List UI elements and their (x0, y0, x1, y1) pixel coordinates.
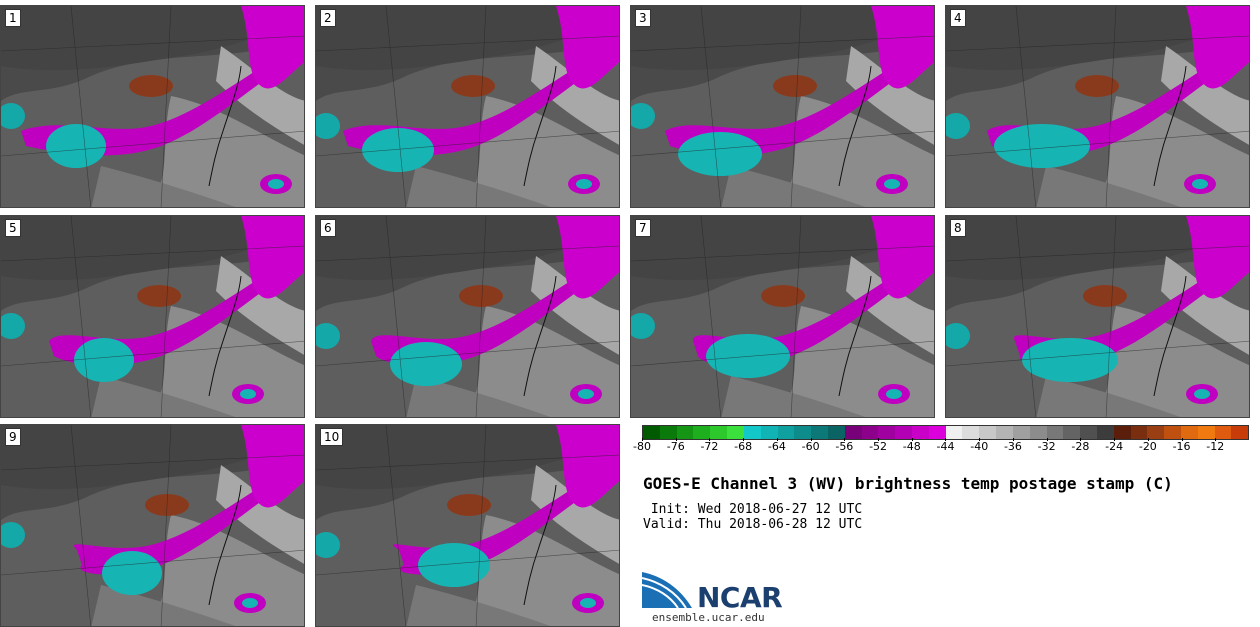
colorbar-segment (676, 426, 694, 439)
colorbar-segment (1181, 426, 1198, 439)
colorbar-segment (1214, 426, 1232, 439)
colorbar-tick-label: -72 (700, 438, 719, 453)
water-vapor-map (316, 216, 619, 417)
water-vapor-map (631, 216, 934, 417)
panel-label: 5 (5, 219, 21, 237)
colorbar-segment (979, 426, 997, 439)
colorbar-segment (727, 426, 744, 439)
panel-label: 8 (950, 219, 966, 237)
map-panel-4: 4 (945, 5, 1250, 208)
figure-title: GOES-E Channel 3 (WV) brightness temp po… (643, 474, 1173, 493)
init-time: Init: Wed 2018-06-27 12 UTC (643, 502, 863, 517)
panel-label: 6 (320, 219, 336, 237)
water-vapor-map (946, 6, 1249, 207)
colorbar-tick-label: -68 (734, 438, 753, 453)
colorbar-segment (1080, 426, 1097, 439)
panel-label: 9 (5, 428, 21, 446)
colorbar-segment (1096, 426, 1114, 439)
colorbar-segment (912, 426, 929, 439)
colorbar-tick-label: -32 (1037, 438, 1056, 453)
colorbar-tick-label: -44 (936, 438, 955, 453)
colorbar-tick-label: -52 (869, 438, 888, 453)
panel-label: 3 (635, 9, 651, 27)
colorbar-tick-label: -24 (1105, 438, 1124, 453)
map-panel-2: 2 (315, 5, 620, 208)
water-vapor-map (1, 216, 304, 417)
map-panel-8: 8 (945, 215, 1250, 418)
colorbar-segment (1130, 426, 1148, 439)
colorbar-segment (643, 426, 660, 439)
water-vapor-map (1, 6, 304, 207)
colorbar-segment (710, 426, 728, 439)
colorbar-segment (996, 426, 1013, 439)
panel-label: 7 (635, 219, 651, 237)
colorbar-segment (811, 426, 828, 439)
colorbar-segment (928, 426, 946, 439)
map-panel-9: 9 (0, 424, 305, 627)
colorbar-segment (777, 426, 795, 439)
water-vapor-map (631, 6, 934, 207)
colorbar-segment (1012, 426, 1030, 439)
panel-label: 2 (320, 9, 336, 27)
colorbar-segment (895, 426, 912, 439)
colorbar-tick-label: -20 (1138, 438, 1157, 453)
colorbar-tick-label: -60 (801, 438, 820, 453)
colorbar-segment (1231, 426, 1249, 439)
colorbar-segment (1147, 426, 1165, 439)
water-vapor-map (1, 425, 304, 626)
colorbar-segment (743, 426, 761, 439)
map-panel-6: 6 (315, 215, 620, 418)
colorbar-segment (827, 426, 845, 439)
panel-label: 1 (5, 9, 21, 27)
map-panel-3: 3 (630, 5, 935, 208)
colorbar-segment (878, 426, 896, 439)
colorbar-segment (1197, 426, 1215, 439)
colorbar-tick-label: -28 (1071, 438, 1090, 453)
colorbar-segment (1063, 426, 1081, 439)
colorbar-segment (1113, 426, 1131, 439)
colorbar-segment (861, 426, 879, 439)
valid-time: Valid: Thu 2018-06-28 12 UTC (643, 517, 863, 532)
ncar-logo-icon (642, 572, 692, 609)
water-vapor-map (316, 6, 619, 207)
colorbar (642, 425, 1249, 440)
panel-label: 4 (950, 9, 966, 27)
colorbar-ticks: -80 -76 -72 -68 -64 -60 -56 -52 -48 -44 -40 -36 -32-… (633, 438, 1249, 460)
colorbar-segment (659, 426, 677, 439)
colorbar-tick-label: -80 (633, 438, 651, 453)
ncar-logo-text: NCAR (697, 581, 783, 614)
colorbar-segment (1164, 426, 1181, 439)
colorbar-tick-label: -64 (767, 438, 786, 453)
panel-label: 10 (320, 428, 344, 446)
colorbar-tick-label: -48 (902, 438, 921, 453)
map-panel-7: 7 (630, 215, 935, 418)
water-vapor-map (946, 216, 1249, 417)
colorbar-segment (844, 426, 862, 439)
colorbar-segment (794, 426, 812, 439)
colorbar-segment (693, 426, 711, 439)
water-vapor-map (316, 425, 619, 626)
colorbar-segment (760, 426, 778, 439)
colorbar-segment (945, 426, 963, 439)
logo-url: ensemble.ucar.edu (652, 611, 765, 624)
map-panel-1: 1 (0, 5, 305, 208)
colorbar-tick-label: -12 (1206, 438, 1225, 453)
colorbar-tick-label: -36 (1003, 438, 1022, 453)
colorbar-tick-label: -40 (970, 438, 989, 453)
colorbar-tick-label: -16 (1172, 438, 1191, 453)
map-panel-10: 10 (315, 424, 620, 627)
colorbar-segment (962, 426, 980, 439)
colorbar-tick-label: -76 (666, 438, 685, 453)
colorbar-segment (1029, 426, 1047, 439)
colorbar-segment (1046, 426, 1064, 439)
map-panel-5: 5 (0, 215, 305, 418)
colorbar-tick-label: -56 (835, 438, 854, 453)
